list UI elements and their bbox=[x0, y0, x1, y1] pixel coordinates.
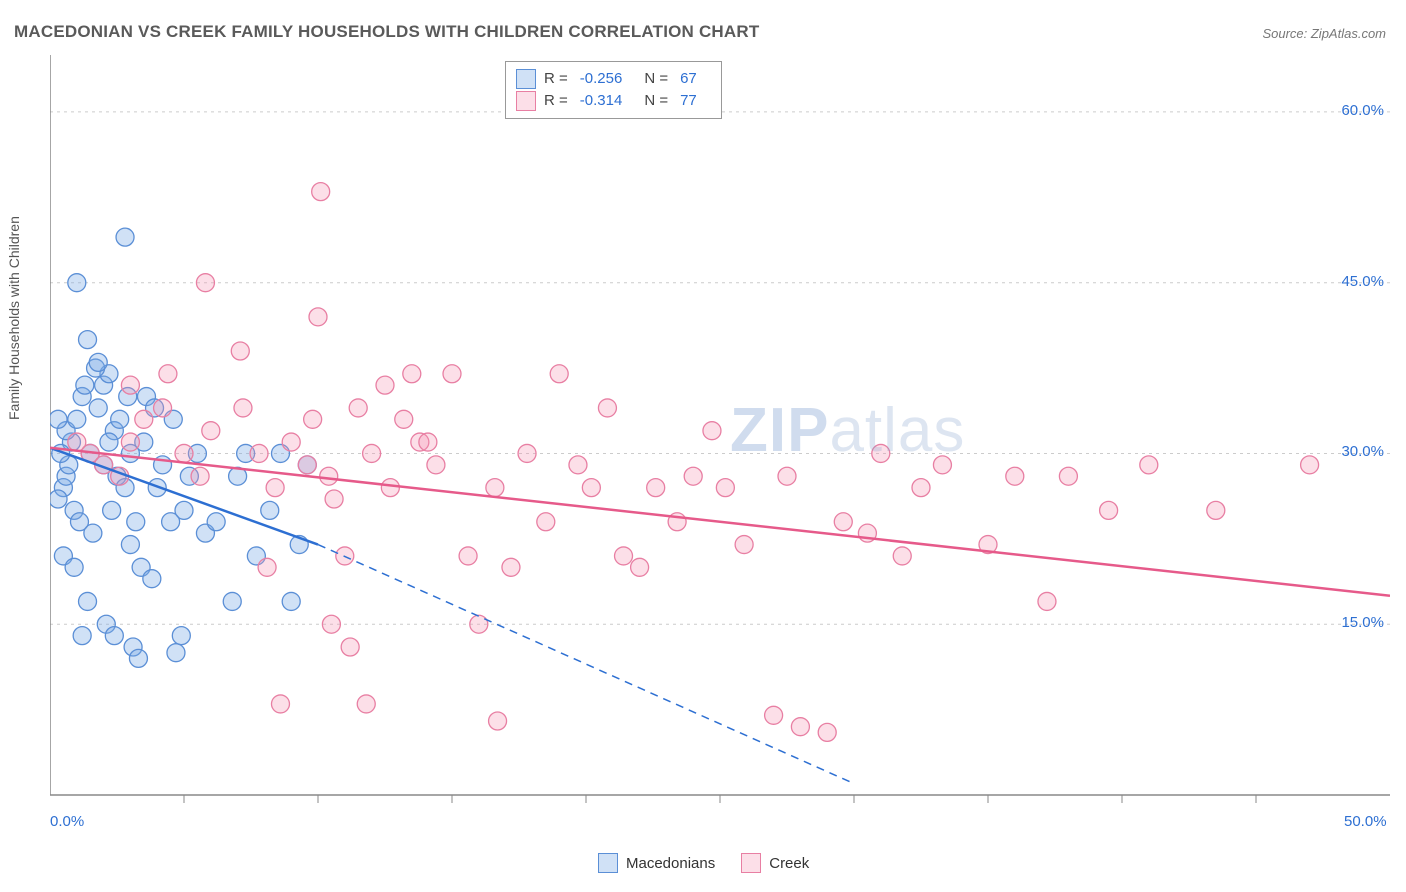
y-axis-label: Family Households with Children bbox=[6, 216, 22, 420]
y-tick-label: 30.0% bbox=[1341, 443, 1384, 460]
x-tick-label: 50.0% bbox=[1344, 813, 1387, 830]
series-legend-item: Macedonians bbox=[598, 853, 715, 873]
stat-r-value: -0.256 bbox=[580, 68, 623, 90]
legend-swatch bbox=[598, 853, 618, 873]
source-label: Source: ZipAtlas.com bbox=[1262, 26, 1386, 41]
y-tick-label: 15.0% bbox=[1341, 614, 1384, 631]
series-name: Macedonians bbox=[626, 855, 715, 872]
stat-n-value: 67 bbox=[680, 68, 697, 90]
series-legend-item: Creek bbox=[741, 853, 809, 873]
stat-n-label: N = bbox=[644, 90, 668, 112]
correlation-chart: ZIPatlas R =-0.256N =67R =-0.314N =77 15… bbox=[50, 55, 1390, 835]
series-legend: Macedonians Creek bbox=[598, 853, 809, 873]
chart-title: MACEDONIAN VS CREEK FAMILY HOUSEHOLDS WI… bbox=[14, 22, 759, 42]
stat-r-label: R = bbox=[544, 68, 568, 90]
stat-r-value: -0.314 bbox=[580, 90, 623, 112]
stat-r-label: R = bbox=[544, 90, 568, 112]
legend-swatch bbox=[741, 853, 761, 873]
stats-legend: R = -0.256 N = 67 R = -0.314 N = 77 bbox=[505, 61, 722, 119]
stats-legend-row: R = -0.314 N = 77 bbox=[516, 90, 711, 112]
series-name: Creek bbox=[769, 855, 809, 872]
legend-swatch bbox=[516, 91, 536, 111]
stat-n-label: N = bbox=[644, 68, 668, 90]
chart-svg bbox=[50, 55, 1390, 835]
stats-legend-row: R = -0.256 N = 67 bbox=[516, 68, 711, 90]
stat-n-value: 77 bbox=[680, 90, 697, 112]
x-tick-label: 0.0% bbox=[50, 813, 84, 830]
y-tick-label: 60.0% bbox=[1341, 102, 1384, 119]
legend-swatch bbox=[516, 69, 536, 89]
y-tick-label: 45.0% bbox=[1341, 273, 1384, 290]
